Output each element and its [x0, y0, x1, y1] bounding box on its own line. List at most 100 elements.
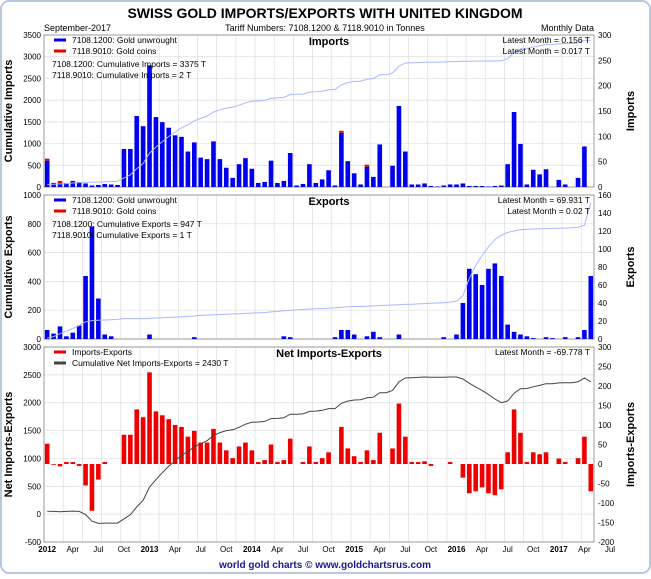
bar-unwrought	[454, 184, 459, 187]
y-tick-left: 500	[28, 482, 42, 491]
x-axis: 2012 Apr Jul Oct 2013 Apr Jul Oct 2014 Apr Jul Oct 2…	[38, 545, 615, 554]
bar-unwrought	[582, 146, 587, 187]
bar-net	[358, 462, 363, 464]
y-tick-left: 2500	[23, 74, 41, 83]
x-tick-label: 2015	[345, 545, 363, 554]
bar-net	[128, 434, 133, 464]
y-tick-right: 250	[598, 56, 612, 65]
bar-unwrought	[562, 184, 568, 187]
y-tick-right: 250	[598, 363, 612, 372]
bar-unwrought	[313, 182, 319, 187]
bar-unwrought	[339, 132, 344, 187]
frequency-label: Monthly Data	[541, 23, 594, 33]
bar-net	[166, 419, 172, 464]
y-tick-left: 1500	[23, 427, 41, 436]
bar-net	[428, 464, 434, 466]
bar-net	[543, 452, 549, 464]
bar-net	[460, 464, 466, 478]
bar-net	[249, 450, 255, 464]
bar-unwrought	[300, 183, 306, 187]
bar-unwrought	[236, 164, 242, 187]
bar-unwrought	[441, 185, 447, 187]
bar-unwrought	[44, 160, 50, 187]
bar-unwrought	[230, 177, 235, 187]
date-label: September-2017	[44, 23, 111, 33]
bar-unwrought	[281, 336, 287, 339]
bar-unwrought	[76, 325, 82, 339]
x-tick-label: Jul	[93, 545, 103, 554]
y-tick-left: 0	[37, 183, 42, 192]
bar-net	[422, 461, 427, 464]
bar-unwrought	[179, 136, 184, 187]
bar-unwrought	[364, 166, 370, 187]
bar-net	[403, 436, 408, 464]
bar-net	[89, 464, 95, 511]
bar-unwrought	[543, 169, 549, 187]
y-axis-title-left: Cumulative Imports	[3, 60, 15, 163]
bar-net	[524, 462, 530, 464]
bar-unwrought	[57, 182, 63, 187]
bar-unwrought	[108, 336, 114, 339]
bar-unwrought	[319, 179, 325, 187]
y-tick-left: -500	[25, 538, 42, 547]
bar-net	[492, 464, 498, 496]
plot-area	[43, 346, 595, 543]
bar-unwrought	[473, 274, 478, 339]
bar-unwrought	[89, 185, 95, 187]
bar-unwrought	[108, 184, 114, 187]
bar-net	[575, 458, 581, 464]
bar-unwrought	[409, 184, 415, 187]
y-tick-right: 100	[598, 245, 612, 254]
x-tick-label: Jul	[196, 545, 206, 554]
bar-net	[287, 438, 293, 464]
bar-net	[364, 450, 370, 464]
bar-net	[217, 442, 223, 464]
bar-unwrought	[332, 185, 338, 187]
y-tick-left: 1500	[23, 118, 41, 127]
legend-label: 7108.1200: Gold unwrought	[72, 35, 178, 45]
footer-credit: world gold charts © www.goldchartsrus.co…	[218, 560, 431, 571]
cumulative-line	[47, 39, 591, 186]
bar-unwrought	[371, 331, 376, 339]
bar-unwrought	[358, 184, 363, 187]
legend-label: 7118.9010: Gold coins	[72, 206, 156, 216]
y-tick-left: 1000	[23, 191, 41, 200]
bar-unwrought	[96, 184, 101, 187]
bar-net	[236, 446, 242, 464]
bar-net	[147, 372, 152, 464]
cumulative-note: 7118.9010: Cumulative Exports = 1 T	[52, 230, 192, 240]
bar-unwrought	[351, 334, 357, 339]
bar-unwrought	[255, 182, 261, 187]
bar-unwrought	[460, 183, 466, 187]
y-tick-left: 3500	[23, 31, 41, 40]
bar-unwrought	[57, 326, 63, 339]
bar-unwrought	[147, 65, 152, 187]
bar-unwrought	[339, 330, 344, 339]
bar-unwrought	[351, 173, 357, 187]
x-tick-label: 2016	[448, 545, 466, 554]
bar-unwrought	[76, 181, 82, 187]
bar-unwrought	[166, 127, 172, 187]
bar-unwrought	[447, 184, 453, 187]
x-tick-label: Oct	[322, 545, 335, 554]
bar-unwrought	[371, 176, 376, 187]
bar-unwrought	[537, 174, 542, 187]
cumulative-note: 7108.1200: Cumulative Imports = 3375 T	[52, 59, 206, 69]
bar-net	[230, 458, 235, 464]
y-tick-right: 200	[598, 82, 612, 91]
bar-net	[300, 462, 306, 464]
bar-coins	[44, 158, 50, 161]
bar-net	[255, 462, 261, 464]
y-tick-right: 150	[598, 402, 612, 411]
bar-net	[134, 409, 140, 464]
y-tick-left: 3000	[23, 343, 41, 352]
bar-unwrought	[191, 142, 197, 187]
y-tick-right: 0	[598, 460, 603, 469]
bar-coins	[339, 130, 344, 133]
bar-unwrought	[582, 330, 587, 339]
y-tick-right: -200	[598, 538, 615, 547]
x-tick-label: Oct	[220, 545, 233, 554]
bar-unwrought	[249, 168, 255, 187]
bar-unwrought	[326, 170, 331, 187]
bar-unwrought	[134, 116, 140, 187]
